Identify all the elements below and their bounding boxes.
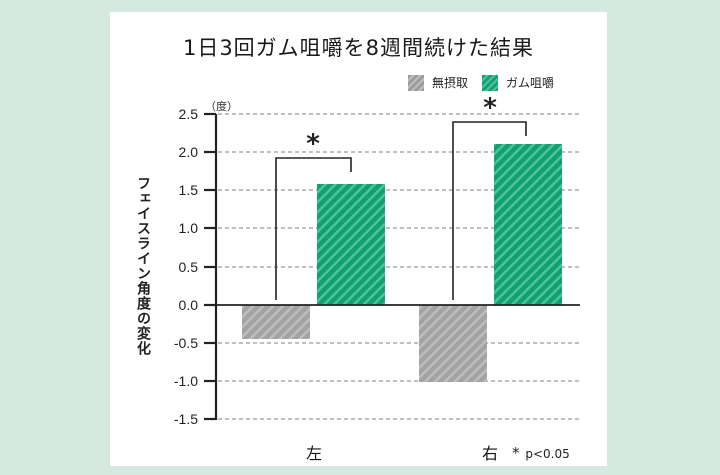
legend-item-no-intake: 無摂取	[408, 74, 468, 91]
y-tick-labels: 2.5 2.0 1.5 1.0 0.5 0.0 -0.5 -1.0 -1.5	[174, 106, 198, 427]
y-ticks	[204, 112, 216, 421]
svg-text:-1.0: -1.0	[174, 373, 198, 389]
chart-title: 1日3回ガム咀嚼を8週間続けた結果	[182, 36, 535, 60]
y-axis-label: フェイスライン角度の変化	[135, 176, 151, 356]
svg-text:2.0: 2.0	[179, 144, 199, 160]
significance-star-left: *	[306, 129, 320, 159]
footnote-text: p<0.05	[525, 447, 570, 461]
unit-label: （度）	[205, 100, 238, 113]
bar-left-gum	[317, 184, 385, 305]
footnote-star: *	[512, 444, 520, 462]
svg-text:-0.5: -0.5	[174, 335, 198, 351]
legend-item-gum: ガム咀嚼	[482, 74, 554, 91]
bar-left-no-intake	[242, 305, 310, 339]
legend-swatch-green	[482, 74, 499, 91]
bar-right-no-intake	[419, 305, 487, 382]
svg-text:-1.5: -1.5	[174, 411, 198, 427]
svg-text:1.5: 1.5	[179, 182, 199, 198]
footnote: * p<0.05	[512, 444, 570, 462]
significance-star-right: *	[483, 93, 497, 123]
legend-label: 無摂取	[432, 76, 469, 90]
svg-text:2.5: 2.5	[179, 106, 199, 122]
svg-text:1.0: 1.0	[179, 220, 199, 236]
svg-text:0.5: 0.5	[179, 259, 199, 275]
legend-label: ガム咀嚼	[506, 76, 555, 90]
category-left: 左	[306, 444, 323, 463]
bar-right-gum	[494, 144, 562, 305]
significance-brackets	[275, 121, 527, 300]
chart-plot: 2.5 2.0 1.5 1.0 0.5 0.0 -0.5 -1.0 -1.5 *…	[174, 93, 580, 427]
svg-text:0.0: 0.0	[179, 297, 199, 313]
category-right: 右	[482, 444, 499, 463]
chart-legend: 無摂取 ガム咀嚼	[408, 74, 568, 91]
chart-card: 1日3回ガム咀嚼を8週間続けた結果 無摂取 ガム咀嚼 （度） フェイスライン角度…	[110, 12, 607, 466]
legend-swatch-gray	[408, 74, 424, 91]
